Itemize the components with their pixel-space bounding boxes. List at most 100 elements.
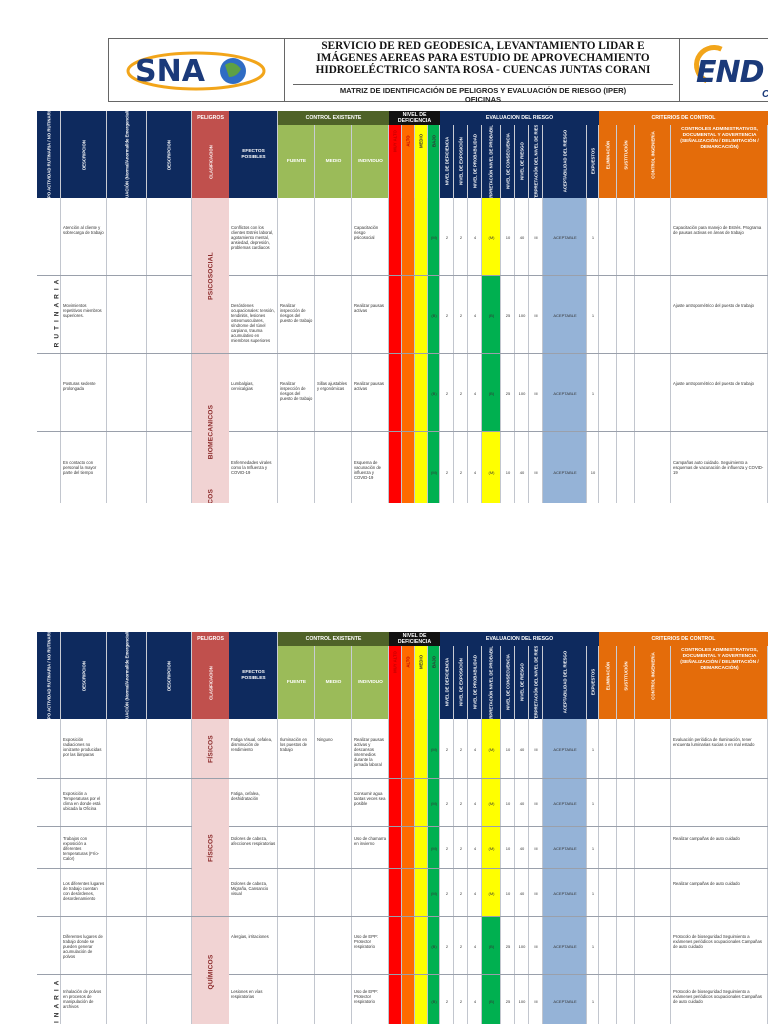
control-individuo: Uso de chamarra en invierno — [354, 836, 387, 846]
header-col-descripcion: DESCRIPCION — [61, 111, 107, 198]
control-medio: Ninguno — [317, 737, 333, 742]
interpretacion-probabilidad: (M) — [488, 235, 495, 240]
cell-ev0 — [440, 869, 454, 916]
controles-administrativos: Campañas auto cuidado. Seguimiento a esq… — [673, 459, 764, 475]
cell-border — [501, 869, 515, 916]
header-ev4-label: NIVEL DE CONSECUENCIA — [505, 133, 510, 190]
interpretacion-riesgo: III — [534, 999, 538, 1004]
cell-border — [501, 779, 515, 826]
cell-ev6 — [529, 198, 543, 275]
cell-border — [482, 198, 501, 275]
cell-ev3 — [482, 779, 501, 826]
cell-border — [107, 779, 147, 826]
cell-border — [402, 975, 415, 1024]
header-col-muy_alto: MUY ALTO — [389, 111, 402, 198]
header-bajo-label: BAJO — [431, 134, 436, 147]
cell-eliminacion — [599, 869, 617, 916]
cell-border — [440, 779, 454, 826]
ende-logo: END CO — [679, 39, 768, 101]
cell-border — [529, 869, 543, 916]
header-descripcion-label: DESCRIPCION — [81, 139, 86, 170]
cell-ev3 — [482, 719, 501, 778]
cell-border — [468, 975, 482, 1024]
cell-ev0 — [440, 917, 454, 974]
cell-descripcion2 — [147, 869, 192, 916]
interpretacion-probabilidad: (M) — [488, 846, 495, 851]
nivel-exposicion-value: 2 — [459, 235, 463, 240]
interpretacion-riesgo: III — [534, 747, 538, 752]
cell-ev0 — [440, 276, 454, 353]
cell-sustitucion — [617, 276, 635, 353]
nivel-deficiencia-marker: (M) — [431, 891, 437, 896]
header-ev4-label: NIVEL DE CONSECUENCIA — [505, 654, 510, 711]
cell-border — [278, 779, 315, 826]
cell-descripcion — [61, 198, 107, 275]
header-col-descripcion2: DESCRIPCION — [147, 632, 192, 719]
control-individuo: Esquema de vacunación de influenza y COV… — [354, 459, 382, 480]
control-existente-band: CONTROL EXISTENTE — [278, 632, 389, 646]
nivel-deficiencia-value: 2 — [445, 944, 449, 949]
nivel-consecuencia-value: 10 — [505, 801, 511, 806]
cell-border — [61, 198, 107, 275]
possible-effects: Desórdenes ocupacionales: tensión, tendi… — [231, 303, 275, 343]
cell-border — [440, 975, 454, 1024]
nivel-riesgo-value: 40 — [519, 801, 525, 806]
cell-ev4 — [501, 975, 515, 1024]
cell-ev7 — [543, 975, 587, 1024]
cell-border — [440, 917, 454, 974]
cell-border — [454, 869, 468, 916]
possible-effects: Alergias, irritaciones — [231, 934, 269, 939]
nivel-probabilidad-value: 4 — [473, 846, 477, 851]
cell-tipo_actividad — [37, 917, 61, 974]
nivel-deficiencia-band: NIVEL DE DEFICIENCIA — [389, 111, 440, 125]
cell-border — [352, 432, 389, 503]
interpretacion-riesgo: III — [534, 891, 538, 896]
cell-border — [543, 432, 587, 503]
header-medio_lvl-label: MEDIO — [418, 654, 424, 669]
cell-muy_alto — [389, 917, 402, 974]
cell-border — [529, 779, 543, 826]
title-line-1: SERVICIO DE RED GEODESICA, LEVANTAMIENTO… — [321, 40, 645, 52]
cell-efectos — [229, 719, 278, 778]
cell-descripcion2 — [147, 827, 192, 868]
cell-border — [515, 719, 529, 778]
header-ev0-label: NIVEL DE DEFICIENCIA — [444, 137, 449, 186]
cell-border — [37, 198, 61, 275]
nivel-riesgo-value: 40 — [519, 235, 525, 240]
header-col-ev5: NIVEL DE RIESGO — [515, 111, 529, 198]
cell-border — [440, 869, 454, 916]
header-clasificacion-cell: CLASIFICACION — [192, 125, 229, 198]
hazard-classification-label: BIOLÓGICOS — [207, 489, 214, 503]
cell-ev7 — [543, 354, 587, 431]
cell-border — [61, 276, 107, 353]
cell-ev3 — [482, 827, 501, 868]
cell-border — [315, 276, 352, 353]
cell-border — [147, 917, 192, 974]
header-muy_alto-label: MUY ALTO — [392, 650, 398, 673]
cell-control_ingenieria — [635, 198, 671, 275]
hazard-classification-group: BIOMECANICOS — [192, 354, 229, 503]
possible-effects: Enfermedades virales como la Influenza y… — [231, 459, 272, 475]
cell-border — [587, 719, 599, 778]
header-control_ingenieria-label: CONTROL INGENIERÍA — [650, 651, 655, 700]
aceptabilidad-riesgo: ACEPTABLE — [553, 391, 577, 396]
cell-border — [482, 276, 501, 353]
cell-muy_alto — [389, 276, 402, 353]
nivel-deficiencia-band: NIVEL DE DEFICIENCIA — [389, 632, 440, 646]
cell-ev2 — [468, 719, 482, 778]
cell-controles_admin — [671, 827, 768, 868]
cell-border — [415, 869, 428, 916]
cell-efectos — [229, 917, 278, 974]
cell-ev3 — [482, 198, 501, 275]
header-sustitucion-label: SUSTITUCIÓN — [623, 660, 628, 691]
interpretacion-riesgo: III — [534, 944, 538, 949]
control-fuente: Realizar inspección de riesgos del puest… — [280, 303, 313, 323]
cell-alto — [402, 869, 415, 916]
cell-alto — [402, 719, 415, 778]
cell-ev7 — [543, 869, 587, 916]
cell-border — [515, 198, 529, 275]
cell-eliminacion — [599, 276, 617, 353]
cell-descripcion — [61, 276, 107, 353]
subtitle-line-1: MATRIZ DE IDENTIFICACIÓN DE PELIGROS Y E… — [339, 86, 627, 95]
cell-alto — [402, 432, 415, 503]
